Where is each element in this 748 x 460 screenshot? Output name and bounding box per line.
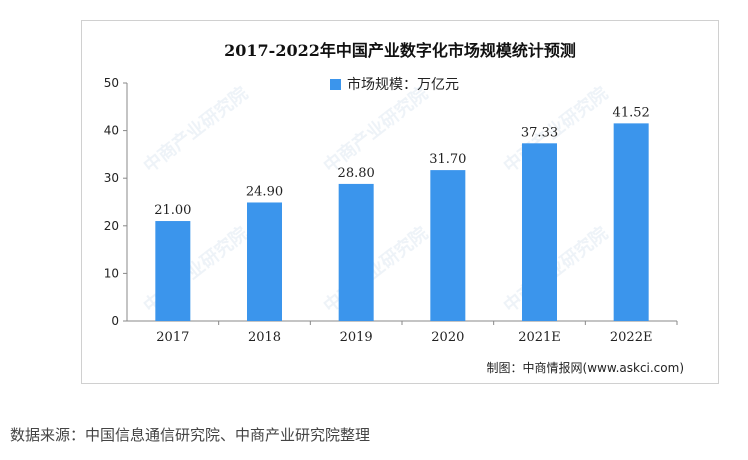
legend-swatch — [330, 78, 341, 90]
y-tick-label: 40 — [104, 124, 119, 138]
bar — [338, 183, 374, 321]
bar-chart: 0 10 20 30 40 50 21.00 2017 24.90 2018 28.80 2019 31… — [104, 76, 678, 345]
data-label: 24.90 — [246, 184, 283, 199]
bar — [430, 170, 466, 321]
bar — [247, 202, 282, 321]
x-tick-label: 2020 — [431, 330, 464, 345]
bar — [522, 143, 557, 321]
x-tick-label: 2018 — [248, 330, 281, 345]
chart-credit: 制图：中商情报网(www.askci.com) — [486, 361, 684, 375]
y-tick-label: 0 — [111, 314, 119, 328]
legend: 市场规模：万亿元 — [330, 76, 459, 93]
y-tick-label: 10 — [104, 266, 119, 280]
chart-frame: 2017-2022年中国产业数字化市场规模统计预测 市场规模：万亿元 中商产业研… — [81, 20, 719, 384]
data-label: 31.70 — [429, 152, 466, 167]
y-tick-label: 20 — [104, 219, 119, 233]
data-label: 41.52 — [613, 105, 650, 120]
x-tick-label: 2022E — [610, 330, 653, 345]
data-label: 28.80 — [338, 166, 375, 181]
y-tick-label: 30 — [104, 171, 119, 185]
x-tick-label: 2017 — [156, 330, 189, 345]
chart-title: 2017-2022年中国产业数字化市场规模统计预测 — [224, 41, 576, 60]
bar — [613, 123, 649, 321]
y-tick-label: 50 — [104, 76, 119, 90]
data-label: 21.00 — [154, 203, 191, 218]
data-source-note: 数据来源：中国信息通信研究院、中商产业研究院整理 — [10, 426, 371, 444]
x-tick-label: 2021E — [518, 330, 561, 345]
x-tick-label: 2019 — [340, 330, 373, 345]
data-label: 37.33 — [521, 125, 558, 140]
legend-label: 市场规模：万亿元 — [347, 77, 459, 93]
bar — [155, 221, 191, 321]
